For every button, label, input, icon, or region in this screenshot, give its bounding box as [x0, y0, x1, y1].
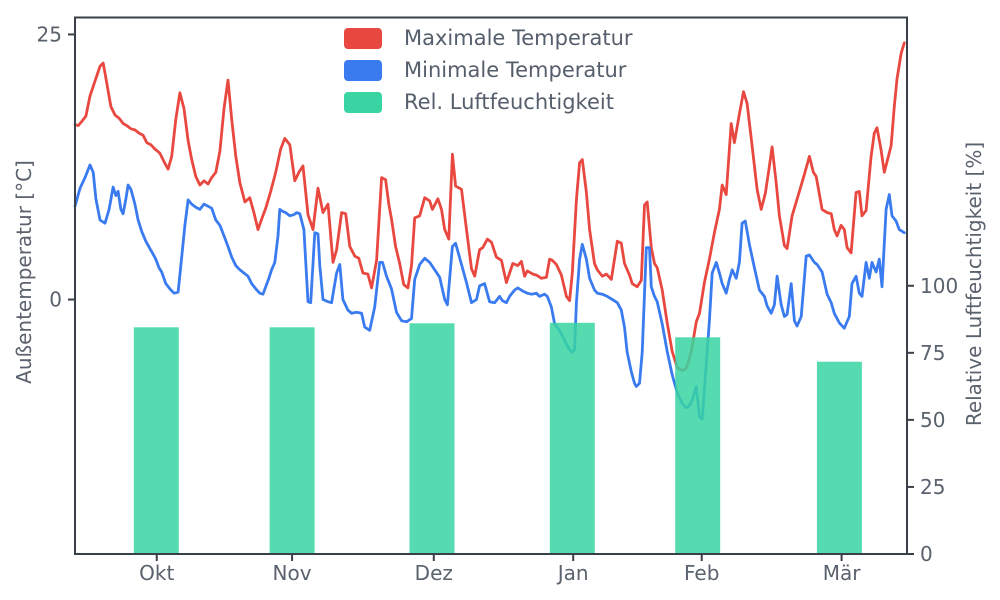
x-tick-label: Jan	[556, 561, 589, 585]
legend-label-min-temp: Minimale Temperatur	[404, 58, 627, 82]
humidity-swatch	[344, 91, 382, 113]
right-y-tick-label: 50	[920, 408, 945, 432]
right-y-tick-label: 75	[920, 341, 945, 365]
humidity-bar-feb	[675, 337, 721, 553]
legend: Maximale Temperatur Minimale Temperatur …	[344, 27, 633, 113]
legend-entry-max-temp: Maximale Temperatur	[344, 27, 633, 49]
humidity-bar-okt	[133, 327, 179, 553]
legend-entry-min-temp: Minimale Temperatur	[344, 59, 633, 81]
x-tick-label: Nov	[273, 561, 312, 585]
x-tick-label: Feb	[684, 561, 719, 585]
max-temp-swatch	[344, 27, 382, 49]
left-y-tick-label: 25	[37, 22, 62, 46]
x-tick-label: Okt	[139, 561, 174, 585]
humidity-bar-mär	[816, 361, 862, 553]
humidity-bar-nov	[269, 327, 315, 553]
x-tick-label: Mär	[823, 561, 862, 585]
right-y-tick-label: 0	[920, 542, 933, 566]
plot-border	[74, 16, 908, 555]
min-temp-line	[73, 163, 906, 421]
left-y-tick-label: 0	[49, 288, 62, 312]
legend-entry-humidity: Rel. Luftfeuchtigkeit	[344, 91, 633, 113]
legend-label-humidity: Rel. Luftfeuchtigkeit	[404, 90, 614, 114]
humidity-bar-dez	[409, 323, 455, 553]
right-y-tick-label: 100	[920, 274, 958, 298]
x-tick-label: Dez	[415, 561, 453, 585]
left-axis-label: Außentemperatur [°C]	[12, 160, 36, 384]
legend-label-max-temp: Maximale Temperatur	[404, 26, 633, 50]
min-temp-swatch	[344, 59, 382, 81]
humidity-bar-jan	[549, 322, 595, 553]
max-temp-line	[73, 41, 906, 373]
right-axis-label: Relative Luftfeuchtigkeit [%]	[962, 141, 986, 427]
right-y-tick-label: 25	[920, 475, 945, 499]
